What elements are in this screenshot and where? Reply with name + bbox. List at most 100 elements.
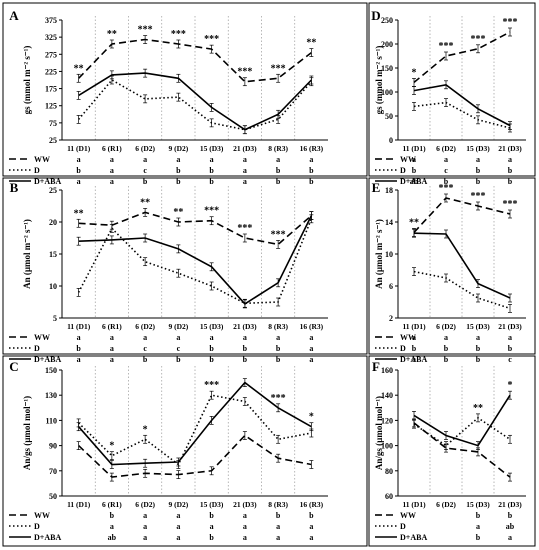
y-tick-label: 325 [45, 33, 57, 42]
x-tick-label: 16 (R3) [300, 144, 324, 153]
y-tick-label: 20 [49, 218, 57, 227]
group-letter: a [77, 177, 81, 186]
group-letter: a [476, 522, 480, 531]
group-letter: a [210, 333, 214, 342]
y-tick-label: 160 [381, 366, 393, 375]
group-letter: b [209, 511, 214, 520]
series-line-daba [77, 381, 312, 466]
x-tick-label: 21 (D3) [498, 500, 522, 509]
group-letter: b [412, 344, 417, 353]
group-letter: b [209, 166, 214, 175]
y-tick-label: 250 [381, 16, 393, 25]
legend-label: WW [400, 511, 416, 520]
group-letter: b [76, 344, 81, 353]
x-tick-label: 11 (D1) [402, 322, 426, 331]
y-tick-label: 140 [381, 391, 393, 400]
group-letter: a [276, 522, 280, 531]
group-letter: b [444, 344, 449, 353]
group-letter: a [243, 166, 247, 175]
group-letter: a [110, 344, 114, 353]
group-letter: a [309, 522, 313, 531]
legend-label: WW [400, 155, 416, 164]
panel-d: D 0 50 100 150 200 250 gs (mmol m⁻² s⁻¹) 11 (D1)… [368, 2, 536, 186]
group-letter: c [177, 344, 181, 353]
group-letter: a [77, 355, 81, 364]
significance-mark: *** [271, 393, 286, 404]
group-letter: ab [506, 522, 515, 531]
panel-frame [2, 2, 368, 177]
y-tick-label: 2 [389, 314, 393, 323]
group-letter: c [508, 355, 512, 364]
y-tick-label: 5 [53, 314, 57, 323]
y-tick-label: 80 [385, 467, 393, 476]
group-letter: b [476, 177, 481, 186]
group-letter: b [243, 355, 248, 364]
group-letter: a [210, 522, 214, 531]
x-tick-label: 15 (D3) [466, 322, 490, 331]
panel-letter: A [9, 8, 19, 23]
group-letter: b [143, 355, 148, 364]
group-letter: a [176, 333, 180, 342]
group-letter: a [143, 533, 147, 542]
group-letter: a [444, 155, 448, 164]
group-letter: a [309, 333, 313, 342]
group-letter: a [309, 533, 313, 542]
significance-mark: ** [173, 207, 183, 218]
group-letter: a [110, 155, 114, 164]
y-tick-label: 100 [381, 442, 393, 451]
group-letter: b [276, 511, 281, 520]
x-tick-label: 16 (R3) [300, 500, 324, 509]
series-line-d [77, 218, 313, 305]
group-letter: a [243, 522, 247, 531]
group-letter: a [444, 333, 448, 342]
significance-mark: ** [409, 217, 419, 228]
significance-mark: *** [471, 191, 486, 202]
significance-mark: *** [237, 67, 252, 78]
legend-label: D+ABA [400, 533, 427, 542]
legend-label: D+ABA [34, 533, 61, 542]
series-line-ww [78, 211, 312, 246]
x-tick-label: 6 (R1) [102, 144, 122, 153]
group-letter: b [476, 166, 481, 175]
x-tick-label: 6 (D2) [135, 500, 155, 509]
significance-mark: ** [107, 29, 117, 40]
legend-label: D+ABA [34, 355, 61, 364]
legend-label: D+ABA [34, 177, 61, 186]
y-tick-label: 225 [45, 67, 57, 76]
group-letter: b [412, 166, 417, 175]
y-tick-label: 10 [49, 282, 57, 291]
group-letter: a [77, 155, 81, 164]
group-letter: b [276, 355, 281, 364]
panel-c: C 50 70 90 110 130 150 An/gs (µmol mol⁻¹) 11 (D1… [2, 355, 368, 547]
group-letter: b [276, 166, 281, 175]
significance-mark: *** [471, 34, 486, 45]
x-tick-label: 15 (D3) [200, 144, 224, 153]
panel-e: E 2 6 10 14 18 An (µmol m⁻² s⁻¹) 11 (D1) 6 (D2) 1… [368, 177, 536, 364]
group-letter: a [309, 344, 313, 353]
group-letter: a [143, 155, 147, 164]
group-letter: a [476, 155, 480, 164]
x-tick-label: 8 (R3) [268, 322, 288, 331]
group-letter: a [210, 155, 214, 164]
y-tick-label: 25 [49, 186, 57, 195]
x-tick-label: 15 (D3) [466, 144, 490, 153]
legend-label: D+ABA [400, 355, 427, 364]
group-letter: ab [410, 177, 419, 186]
group-letter: b [176, 166, 181, 175]
legend-label: WW [34, 155, 50, 164]
group-letter: b [508, 511, 513, 520]
y-tick-label: 60 [385, 492, 393, 501]
group-letter: a [276, 155, 280, 164]
group-letter: b [276, 177, 281, 186]
group-letter: c [444, 166, 448, 175]
y-tick-label: 50 [385, 112, 393, 121]
group-letter: b [476, 533, 481, 542]
x-tick-label: 15 (D3) [200, 322, 224, 331]
group-letter: a [143, 511, 147, 520]
group-letter: b [143, 177, 148, 186]
y-tick-label: 150 [381, 64, 393, 73]
y-tick-label: 10 [385, 250, 393, 259]
significance-mark: * [412, 67, 417, 78]
significance-mark: *** [503, 199, 518, 210]
x-tick-label: 6 (D2) [436, 322, 456, 331]
